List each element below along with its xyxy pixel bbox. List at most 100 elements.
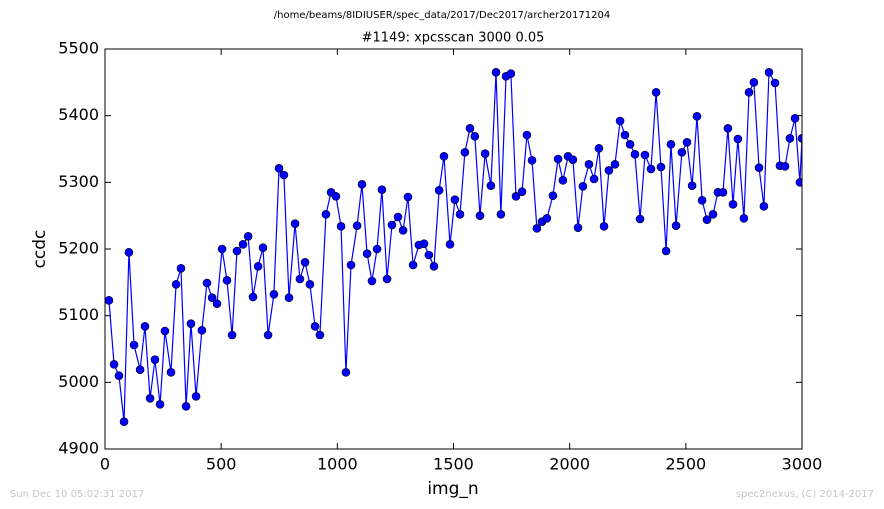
data-point (227, 330, 237, 340)
data-point (666, 140, 676, 149)
data-point (315, 330, 325, 340)
data-point (160, 326, 170, 336)
data-point (785, 134, 795, 143)
data-point (109, 360, 119, 369)
data-point (207, 293, 217, 302)
x-tick-label: 2500 (665, 455, 706, 474)
data-point (119, 417, 129, 426)
data-point (687, 181, 697, 190)
data-point (403, 192, 413, 202)
data-point (532, 224, 542, 233)
data-point (640, 150, 650, 160)
y-tick-label: 5200 (58, 239, 99, 258)
data-point (155, 400, 165, 409)
data-point (480, 149, 490, 158)
data-point (517, 187, 527, 196)
data-point (744, 88, 754, 97)
data-point (749, 78, 759, 87)
data-point (197, 326, 207, 335)
data-point (511, 192, 521, 201)
data-point (460, 148, 470, 157)
data-point (604, 166, 614, 175)
data-point (105, 296, 114, 305)
data-point (630, 150, 640, 159)
data-point (439, 152, 449, 161)
data-point (243, 232, 253, 241)
data-point (692, 112, 702, 121)
data-point (455, 210, 465, 219)
data-point (558, 176, 568, 185)
data-point (434, 186, 444, 195)
data-point (362, 249, 372, 258)
data-point (357, 180, 367, 189)
data-point (290, 219, 300, 228)
y-tick-label: 4900 (58, 439, 99, 458)
footer-credit: spec2nexus, (C) 2014-2017 (736, 489, 874, 500)
data-point (300, 258, 310, 267)
data-point (424, 250, 434, 260)
data-point (708, 210, 718, 219)
data-point (682, 138, 692, 147)
data-point (176, 264, 186, 273)
data-point (253, 262, 263, 271)
data-point (651, 88, 661, 97)
data-point (646, 164, 656, 174)
data-point (367, 276, 377, 286)
data-point (527, 156, 537, 165)
data-point (770, 78, 780, 88)
data-point (238, 240, 248, 249)
data-point (336, 222, 346, 231)
data-point (258, 243, 268, 252)
data-point (145, 394, 155, 403)
x-tick-label: 500 (206, 455, 237, 474)
data-point (790, 114, 800, 123)
data-point (465, 124, 475, 133)
data-point (398, 226, 408, 235)
data-point (284, 293, 294, 302)
data-point (171, 280, 181, 289)
data-point (506, 69, 516, 78)
data-point (475, 211, 485, 220)
x-tick-label: 1500 (433, 455, 474, 474)
data-point (445, 240, 455, 249)
data-point (728, 200, 738, 209)
data-point (594, 144, 604, 153)
data-point (305, 280, 315, 289)
data-point (635, 214, 645, 224)
data-point (589, 174, 599, 184)
data-point (408, 260, 418, 270)
data-point (470, 132, 480, 141)
path-title: /home/beams/8IDIUSER/spec_data/2017/Dec2… (274, 10, 610, 21)
data-point (656, 162, 666, 172)
data-point (780, 162, 790, 171)
data-point (491, 68, 501, 77)
data-point (181, 402, 191, 411)
data-point (578, 182, 588, 191)
x-tick-label: 2000 (549, 455, 590, 474)
data-point (553, 154, 563, 164)
data-point (764, 68, 774, 77)
data-point (232, 246, 242, 256)
data-point (279, 170, 289, 180)
footer-date: Sun Dec 10 05:02:31 2017 (10, 489, 144, 500)
data-point (321, 210, 331, 219)
data-point (377, 185, 387, 194)
data-point (372, 244, 382, 254)
data-point (450, 195, 460, 204)
data-point (754, 163, 764, 172)
x-axis-label: img_n (427, 479, 478, 499)
data-point (295, 274, 305, 284)
data-point (387, 220, 397, 230)
data-point (150, 355, 160, 364)
data-point (625, 140, 635, 149)
data-point (620, 130, 630, 140)
data-point (129, 340, 139, 350)
data-point (542, 214, 552, 223)
data-point (346, 260, 356, 270)
data-point (548, 191, 558, 200)
data-point (522, 130, 532, 140)
x-tick-label: 0 (100, 455, 110, 474)
data-point (331, 192, 341, 201)
data-point (739, 214, 749, 223)
